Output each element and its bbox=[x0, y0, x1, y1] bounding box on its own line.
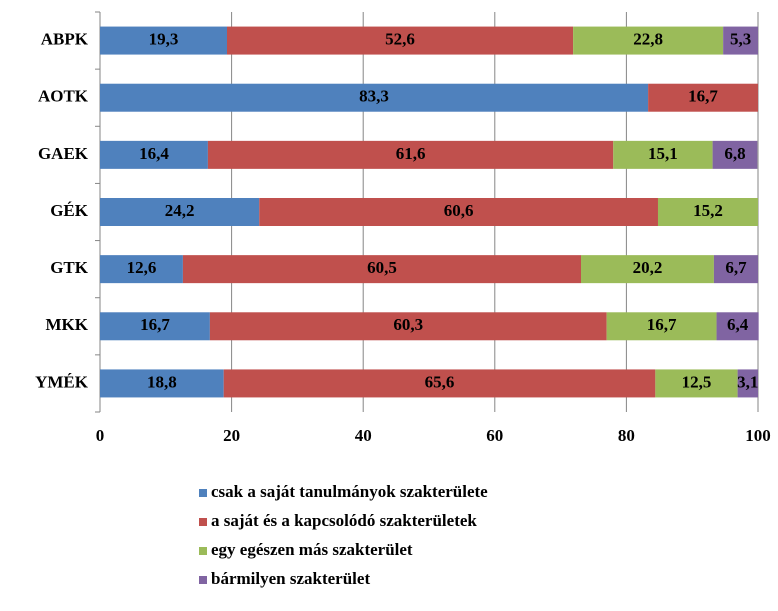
data-label: 15,1 bbox=[648, 144, 678, 163]
bar-segment bbox=[606, 312, 717, 341]
legend-swatch bbox=[199, 576, 207, 584]
bar-segment bbox=[580, 255, 714, 284]
data-label: 60,3 bbox=[393, 315, 423, 334]
y-tick-label: YMÉK bbox=[35, 372, 89, 391]
bar-segment bbox=[100, 26, 227, 55]
bar-segment bbox=[613, 140, 713, 169]
legend-label: bármilyen szakterület bbox=[211, 569, 370, 588]
y-tick-label: MKK bbox=[46, 315, 89, 334]
bar-segment bbox=[207, 140, 614, 169]
legend-label: csak a saját tanulmányok szakterülete bbox=[211, 482, 488, 501]
data-label: 24,2 bbox=[165, 201, 195, 220]
data-label: 19,3 bbox=[149, 29, 179, 48]
x-tick-label: 80 bbox=[618, 426, 635, 445]
bar-segment bbox=[573, 26, 724, 55]
x-tick-label: 0 bbox=[96, 426, 105, 445]
bar-segment bbox=[648, 83, 758, 112]
data-label: 60,5 bbox=[367, 258, 397, 277]
data-label: 61,6 bbox=[396, 144, 426, 163]
bar-segment bbox=[100, 198, 260, 226]
bar-segment bbox=[712, 140, 758, 169]
data-label: 18,8 bbox=[147, 372, 177, 391]
bar-segment bbox=[100, 140, 208, 169]
data-label: 6,8 bbox=[724, 144, 745, 163]
y-tick-label: AOTK bbox=[38, 87, 89, 106]
data-label: 5,3 bbox=[730, 29, 751, 48]
bar-segment bbox=[226, 26, 574, 55]
x-tick-label: 40 bbox=[355, 426, 372, 445]
bar-segment bbox=[716, 312, 759, 341]
legend-swatch bbox=[199, 547, 207, 555]
bar-segment bbox=[100, 312, 210, 341]
y-tick-label: GTK bbox=[50, 258, 89, 277]
data-label: 60,6 bbox=[444, 201, 474, 220]
data-label: 12,6 bbox=[127, 258, 157, 277]
data-label: 83,3 bbox=[359, 87, 389, 106]
data-label: 52,6 bbox=[385, 29, 415, 48]
legend-swatch bbox=[199, 489, 207, 497]
bar-segment bbox=[259, 198, 658, 226]
bar-segment bbox=[100, 369, 224, 398]
data-label: 16,7 bbox=[647, 315, 677, 334]
y-tick-label: ABPK bbox=[41, 29, 89, 48]
data-label: 6,4 bbox=[727, 315, 749, 334]
data-label: 12,5 bbox=[682, 372, 712, 391]
bar-segment bbox=[723, 26, 758, 55]
legend-swatch bbox=[199, 518, 207, 526]
bar-segment bbox=[223, 369, 656, 398]
bar-segment bbox=[100, 83, 649, 112]
y-tick-label: GÉK bbox=[50, 201, 89, 220]
bar-segment bbox=[100, 255, 183, 284]
x-tick-label: 100 bbox=[745, 426, 771, 445]
legend-label: a saját és a kapcsolódó szakterületek bbox=[211, 511, 477, 530]
bar-segment bbox=[713, 255, 758, 284]
bar-segment bbox=[182, 255, 581, 284]
data-label: 16,7 bbox=[140, 315, 170, 334]
legend-label: egy egészen más szakterület bbox=[211, 540, 413, 559]
data-label: 16,7 bbox=[688, 87, 718, 106]
x-tick-label: 60 bbox=[486, 426, 503, 445]
data-label: 20,2 bbox=[633, 258, 663, 277]
bar-segment bbox=[657, 198, 758, 226]
data-label: 22,8 bbox=[633, 29, 663, 48]
data-label: 16,4 bbox=[139, 144, 169, 163]
data-label: 3,1 bbox=[737, 372, 758, 391]
bar-segment bbox=[655, 369, 738, 398]
data-label: 6,7 bbox=[725, 258, 747, 277]
data-label: 65,6 bbox=[425, 372, 455, 391]
x-tick-label: 20 bbox=[223, 426, 240, 445]
bar-segment bbox=[209, 312, 607, 341]
data-label: 15,2 bbox=[693, 201, 723, 220]
y-tick-label: GAEK bbox=[38, 144, 89, 163]
bar-segment bbox=[737, 369, 758, 398]
